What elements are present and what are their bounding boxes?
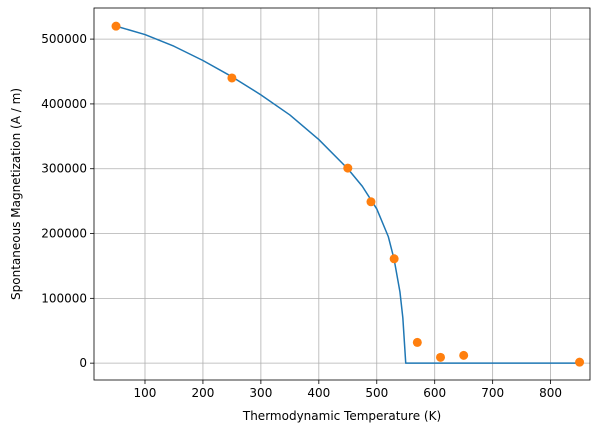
measurement-point xyxy=(343,163,353,173)
x-tick-label: 200 xyxy=(191,386,214,400)
measurement-point xyxy=(436,352,446,362)
y-tick-label: 400000 xyxy=(41,97,87,111)
x-tick-label: 800 xyxy=(539,386,562,400)
x-tick-label: 700 xyxy=(481,386,504,400)
y-tick-label: 500000 xyxy=(41,32,87,46)
measurement-point xyxy=(389,254,399,264)
y-tick-label: 300000 xyxy=(41,162,87,176)
measurement-point xyxy=(227,73,237,83)
y-axis-label: Spontaneous Magnetization (A / m) xyxy=(9,88,23,300)
x-tick-label: 100 xyxy=(134,386,157,400)
measurement-point xyxy=(412,337,422,347)
x-axis-ticks: 100 200 300 400 500 600 700 800 xyxy=(134,380,562,400)
measurement-point xyxy=(459,350,469,360)
x-tick-label: 600 xyxy=(423,386,446,400)
y-tick-label: 100000 xyxy=(41,291,87,305)
x-axis-label: Thermodynamic Temperature (K) xyxy=(242,409,441,423)
y-axis-ticks: 0 100000 200000 300000 400000 500000 xyxy=(41,32,94,370)
x-tick-label: 500 xyxy=(365,386,388,400)
y-tick-label: 200000 xyxy=(41,227,87,241)
x-tick-label: 400 xyxy=(307,386,330,400)
measurement-point xyxy=(111,21,121,31)
x-tick-label: 300 xyxy=(249,386,272,400)
y-tick-label: 0 xyxy=(79,356,87,370)
series-layer xyxy=(111,21,585,367)
measurement-point xyxy=(366,197,376,207)
plot-frame xyxy=(93,7,591,381)
measurement-point xyxy=(575,357,585,367)
grid xyxy=(94,8,590,380)
model-curve-line xyxy=(115,25,580,364)
